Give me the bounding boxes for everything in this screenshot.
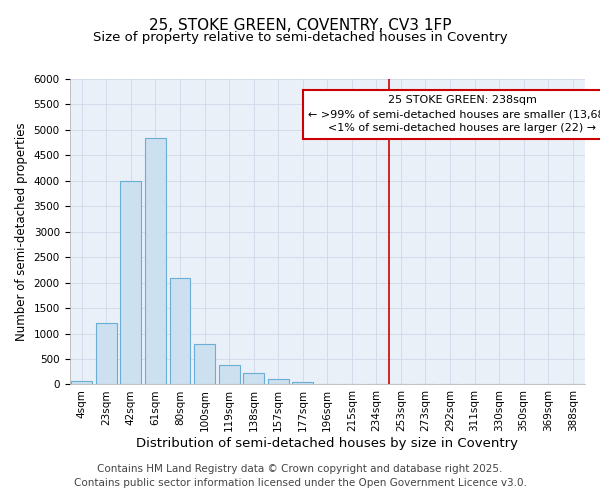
Bar	[145, 138, 166, 384]
Bar	[218, 365, 239, 384]
Text: Size of property relative to semi-detached houses in Coventry: Size of property relative to semi-detach…	[92, 31, 508, 44]
Bar	[121, 181, 142, 384]
Y-axis label: Number of semi-detached properties: Number of semi-detached properties	[15, 122, 28, 341]
Text: Contains HM Land Registry data © Crown copyright and database right 2025.
Contai: Contains HM Land Registry data © Crown c…	[74, 464, 526, 487]
Text: 25 STOKE GREEN: 238sqm
← >99% of semi-detached houses are smaller (13,685)
<1% o: 25 STOKE GREEN: 238sqm ← >99% of semi-de…	[308, 96, 600, 134]
X-axis label: Distribution of semi-detached houses by size in Coventry: Distribution of semi-detached houses by …	[136, 437, 518, 450]
Bar	[96, 324, 117, 384]
Bar	[268, 380, 289, 384]
Bar	[243, 372, 264, 384]
Text: 25, STOKE GREEN, COVENTRY, CV3 1FP: 25, STOKE GREEN, COVENTRY, CV3 1FP	[149, 18, 451, 32]
Bar	[194, 344, 215, 384]
Bar	[292, 382, 313, 384]
Bar	[170, 278, 190, 384]
Bar	[71, 380, 92, 384]
